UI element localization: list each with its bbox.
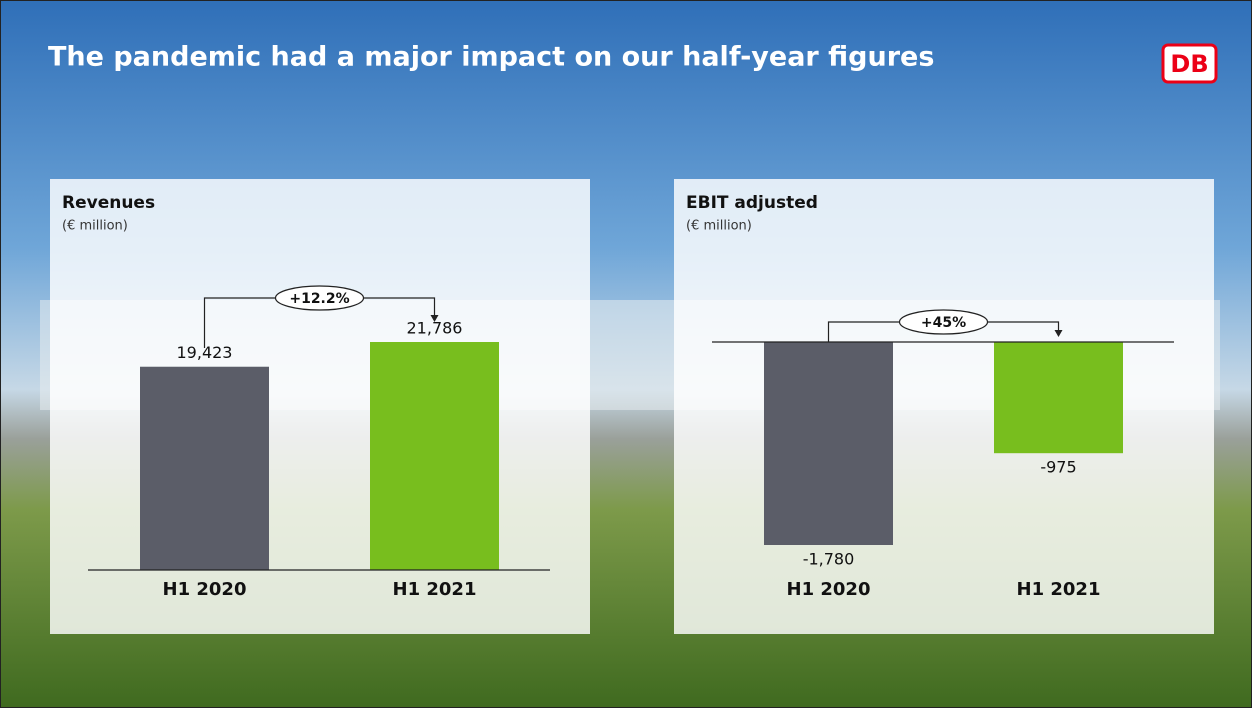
annotation: +12.2%	[289, 291, 349, 307]
slide: The pandemic had a major impact on our h…	[0, 0, 1252, 708]
annotation: +45%	[921, 315, 966, 331]
slide-title: The pandemic had a major impact on our h…	[48, 42, 934, 73]
bar	[140, 367, 269, 570]
panel	[674, 179, 1214, 634]
bar	[370, 342, 499, 570]
panel	[50, 179, 590, 634]
value-label: -975	[1040, 458, 1076, 477]
logo: DB	[1170, 50, 1208, 78]
x-tick-label: H1 2021	[393, 579, 477, 600]
bar	[764, 342, 893, 545]
chart-title: EBIT adjusted	[686, 193, 818, 213]
value-label: -1,780	[803, 550, 855, 569]
chart-subtitle: (€ million)	[686, 219, 752, 234]
x-tick-label: H1 2020	[787, 579, 871, 600]
x-tick-label: H1 2020	[163, 579, 247, 600]
bar	[994, 342, 1123, 453]
chart-title: Revenues	[62, 193, 155, 213]
chart-subtitle: (€ million)	[62, 219, 128, 234]
x-tick-label: H1 2021	[1017, 579, 1101, 600]
